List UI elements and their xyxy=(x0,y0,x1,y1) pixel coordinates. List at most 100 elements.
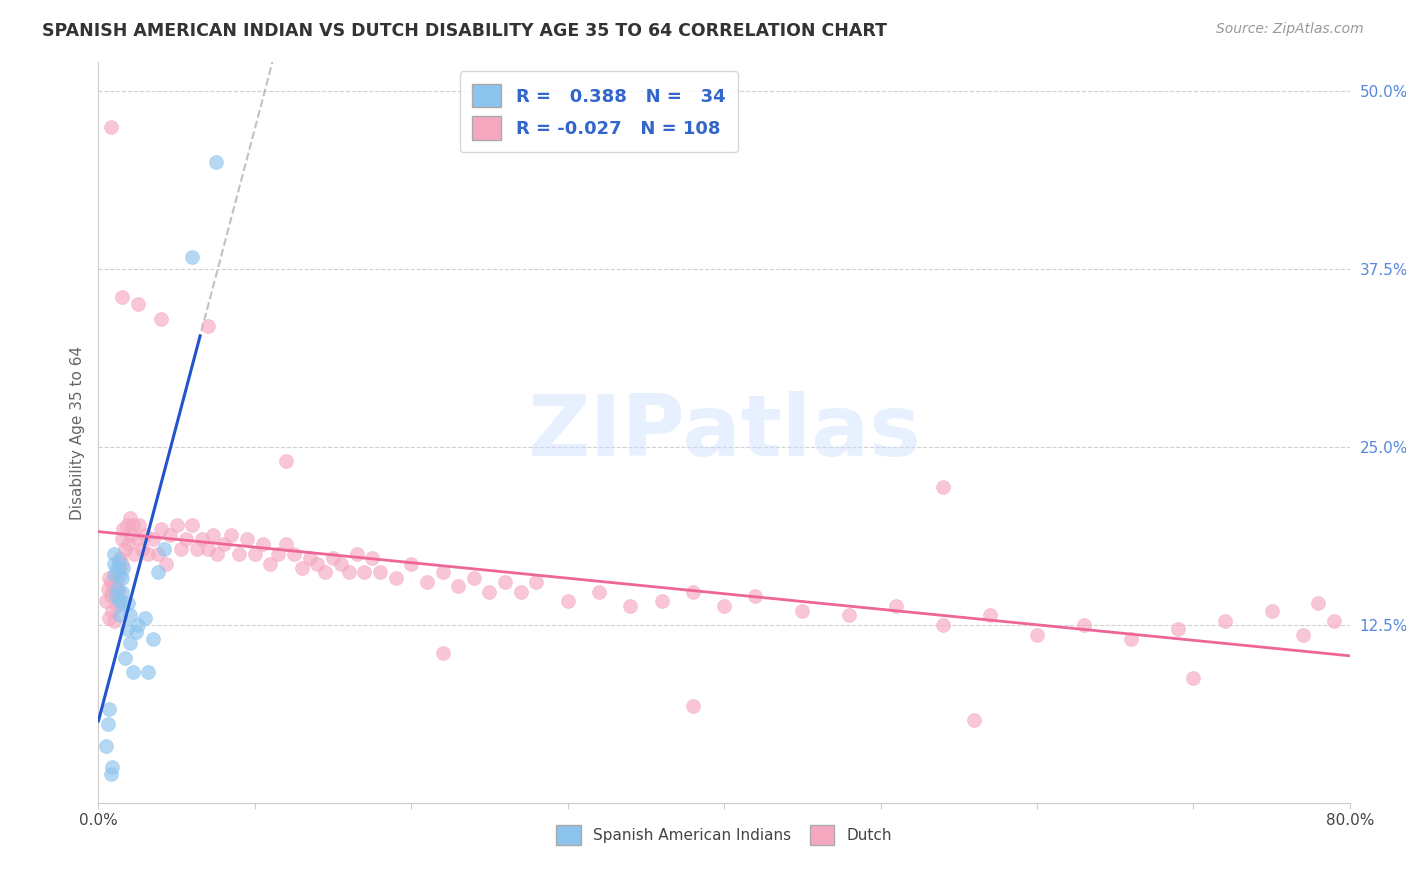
Point xyxy=(150,311,173,326)
Point xyxy=(100,575,122,590)
Point xyxy=(588,585,610,599)
Point xyxy=(100,120,122,134)
Point xyxy=(117,536,139,550)
Point xyxy=(101,604,124,618)
Point xyxy=(146,547,169,561)
Point xyxy=(744,590,766,604)
Point xyxy=(932,617,955,632)
Point xyxy=(153,542,176,557)
Point xyxy=(103,568,125,582)
Point xyxy=(97,582,120,597)
Point xyxy=(353,565,375,579)
Point xyxy=(127,297,149,311)
Point xyxy=(619,599,641,614)
Point xyxy=(478,585,501,599)
Point xyxy=(146,565,169,579)
Point xyxy=(212,536,235,550)
Point xyxy=(98,610,121,624)
Point xyxy=(432,565,454,579)
Point xyxy=(103,547,125,561)
Point xyxy=(1119,632,1142,646)
Point xyxy=(1308,597,1330,611)
Point xyxy=(432,646,454,660)
Point xyxy=(963,713,986,727)
Point xyxy=(337,565,360,579)
Point xyxy=(103,579,125,593)
Point xyxy=(104,568,127,582)
Point xyxy=(713,599,735,614)
Point xyxy=(138,547,160,561)
Point xyxy=(401,557,423,571)
Point xyxy=(111,557,134,571)
Point xyxy=(96,593,118,607)
Point xyxy=(1167,622,1189,636)
Point xyxy=(283,547,305,561)
Point xyxy=(228,547,250,561)
Point xyxy=(111,533,134,547)
Point xyxy=(1292,628,1315,642)
Point xyxy=(884,599,907,614)
Point xyxy=(107,585,129,599)
Point xyxy=(111,290,134,304)
Point xyxy=(201,528,224,542)
Point xyxy=(114,650,136,665)
Point xyxy=(97,717,120,731)
Point xyxy=(142,632,165,646)
Point xyxy=(509,585,531,599)
Point xyxy=(979,607,1001,622)
Legend: Spanish American Indians, Dutch: Spanish American Indians, Dutch xyxy=(550,819,898,851)
Point xyxy=(101,585,124,599)
Point xyxy=(207,547,229,561)
Point xyxy=(1026,628,1049,642)
Point xyxy=(128,518,150,533)
Point xyxy=(650,593,672,607)
Point xyxy=(127,533,149,547)
Point xyxy=(186,542,208,557)
Point xyxy=(932,480,955,494)
Point xyxy=(105,599,128,614)
Point xyxy=(111,571,134,585)
Point xyxy=(114,542,136,557)
Point xyxy=(118,511,141,525)
Point xyxy=(124,547,146,561)
Point xyxy=(322,550,344,565)
Point xyxy=(1323,614,1346,628)
Point xyxy=(1260,604,1282,618)
Point xyxy=(197,318,219,333)
Point xyxy=(170,542,193,557)
Point xyxy=(259,557,281,571)
Point xyxy=(361,550,384,565)
Point xyxy=(298,550,321,565)
Point xyxy=(682,585,704,599)
Point xyxy=(174,533,197,547)
Point xyxy=(307,557,329,571)
Text: Source: ZipAtlas.com: Source: ZipAtlas.com xyxy=(1216,22,1364,37)
Point xyxy=(463,571,485,585)
Point xyxy=(100,590,122,604)
Y-axis label: Disability Age 35 to 64: Disability Age 35 to 64 xyxy=(69,345,84,520)
Point xyxy=(125,624,148,639)
Point xyxy=(105,575,128,590)
Point xyxy=(121,518,143,533)
Point xyxy=(181,251,204,265)
Point xyxy=(134,528,156,542)
Point xyxy=(368,565,391,579)
Point xyxy=(118,607,141,622)
Point xyxy=(131,542,153,557)
Point xyxy=(252,536,274,550)
Point xyxy=(142,533,165,547)
Point xyxy=(274,536,298,550)
Point xyxy=(98,571,121,585)
Point xyxy=(112,597,135,611)
Point xyxy=(792,604,814,618)
Point xyxy=(112,523,135,537)
Point xyxy=(104,590,127,604)
Point xyxy=(447,579,470,593)
Point xyxy=(526,575,548,590)
Point xyxy=(112,561,135,575)
Point xyxy=(159,528,181,542)
Point xyxy=(682,698,704,713)
Point xyxy=(120,528,142,542)
Point xyxy=(236,533,259,547)
Point xyxy=(107,593,129,607)
